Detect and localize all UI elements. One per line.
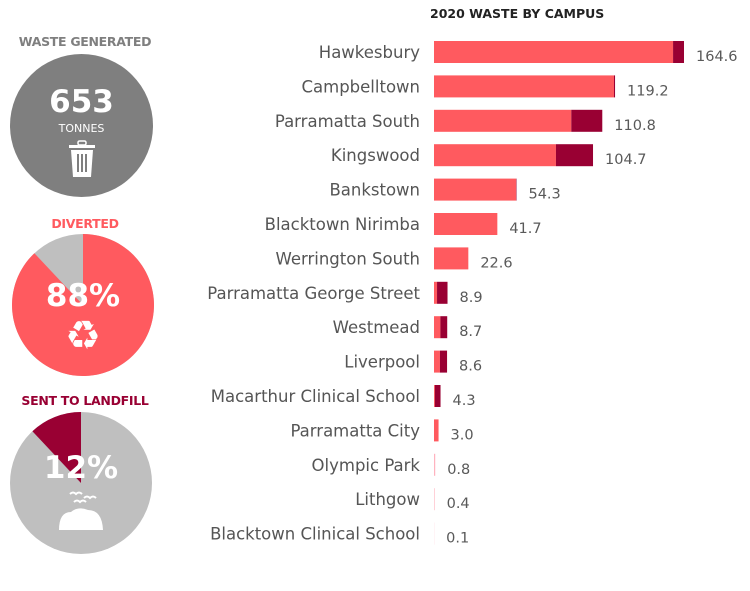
data-label: 164.6 [696, 49, 738, 65]
bar-diverted [434, 350, 440, 373]
bar-diverted [434, 453, 436, 476]
bar-diverted [434, 385, 435, 407]
diverted-value: 88% [45, 278, 121, 314]
bar-landfill [673, 41, 684, 63]
category-label: Westmead [333, 318, 420, 337]
bar-diverted [434, 144, 556, 167]
category-label: Olympic Park [312, 456, 421, 475]
chart-title: 2020 WASTE BY CAMPUS [430, 6, 605, 21]
bar-row: Werrington South 22.6 [275, 247, 513, 271]
bar-diverted [434, 75, 614, 98]
bar-landfill [437, 281, 448, 304]
bar-row: Parramatta City 3.0 [290, 419, 474, 443]
bar-diverted [434, 488, 435, 511]
data-label: 8.7 [459, 324, 482, 340]
landfill-pie [10, 412, 152, 554]
waste-generated-title: WASTE GENERATED [18, 34, 152, 49]
bar-row: Hawkesbury 164.6 [319, 41, 738, 65]
category-label: Bankstown [329, 181, 420, 200]
data-label: 54.3 [528, 187, 560, 203]
bar-diverted [434, 247, 469, 270]
bar-landfill [613, 75, 616, 98]
data-label: 41.7 [509, 221, 541, 237]
bar-row: Kingswood 104.7 [331, 144, 647, 168]
bar-row: Liverpool 8.6 [344, 350, 482, 375]
data-label: 104.7 [605, 152, 647, 168]
category-label: Macarthur Clinical School [211, 387, 420, 406]
bar-landfill [440, 316, 448, 339]
category-label: Kingswood [331, 146, 420, 165]
bar-landfill [434, 385, 441, 407]
bar-row: Macarthur Clinical School 4.3 [211, 385, 476, 409]
data-label: 0.1 [446, 531, 469, 547]
data-label: 110.8 [614, 118, 656, 134]
category-label: Parramatta South [275, 112, 420, 131]
bar-diverted [434, 178, 517, 201]
diverted-pie [12, 234, 154, 376]
waste-generated-circle: 653 TONNES [10, 54, 153, 197]
diverted-value-slice [12, 234, 154, 376]
landfill-value: 12% [43, 450, 119, 486]
bar-landfill [555, 144, 594, 167]
category-label: Parramatta George Street [207, 284, 420, 303]
trash-bin-icon [68, 140, 95, 177]
data-label: 8.9 [460, 290, 483, 306]
landfill-title: SENT TO LANDFILL [21, 393, 149, 408]
landfill-value-slice [32, 412, 81, 483]
data-label: 0.8 [447, 462, 470, 478]
bar-landfill [571, 109, 603, 132]
bar-diverted [434, 316, 441, 339]
bar-row: Blacktown Clinical School 0.1 [210, 522, 469, 547]
landfill-overlay: 12% [10, 412, 152, 554]
bar-landfill [439, 350, 448, 373]
bar-row: Olympic Park 0.8 [312, 453, 470, 478]
waste-generated-value: 653 [49, 84, 114, 120]
diverted-overlay: 88% ♻ [12, 234, 154, 376]
bar-row: Blacktown Nirimba 41.7 [265, 213, 542, 237]
data-label: 0.4 [447, 496, 470, 512]
category-label: Werrington South [275, 249, 420, 268]
bar-diverted [434, 213, 498, 235]
recycle-icon: ♻ [65, 313, 101, 359]
data-label: 4.3 [453, 393, 476, 409]
diverted-title: DIVERTED [51, 216, 119, 231]
data-label: 8.6 [459, 359, 482, 375]
bar-row: Westmead 8.7 [333, 316, 482, 340]
bar-diverted [434, 41, 674, 63]
bar-row: Campbelltown 119.2 [302, 75, 669, 99]
category-label: Blacktown Nirimba [265, 215, 420, 234]
bar-diverted [434, 109, 572, 132]
category-label: Campbelltown [302, 77, 421, 96]
category-label: Hawkesbury [319, 43, 420, 62]
bar-row: Bankstown 54.3 [329, 178, 561, 203]
data-label: 22.6 [480, 255, 512, 271]
category-label: Lithgow [355, 490, 420, 509]
bar-diverted [434, 281, 438, 304]
category-label: Parramatta City [290, 421, 420, 440]
bar-diverted [434, 419, 439, 442]
bar-row: Parramatta George Street 8.9 [207, 281, 483, 306]
data-label: 119.2 [627, 83, 669, 99]
category-label: Liverpool [344, 353, 420, 372]
category-label: Blacktown Clinical School [210, 525, 420, 544]
bar-row: Lithgow 0.4 [355, 488, 470, 512]
waste-generated-unit: TONNES [58, 122, 105, 135]
bar-row: Parramatta South 110.8 [275, 109, 656, 134]
landfill-birds-icon [59, 491, 103, 530]
data-label: 3.0 [451, 427, 474, 443]
